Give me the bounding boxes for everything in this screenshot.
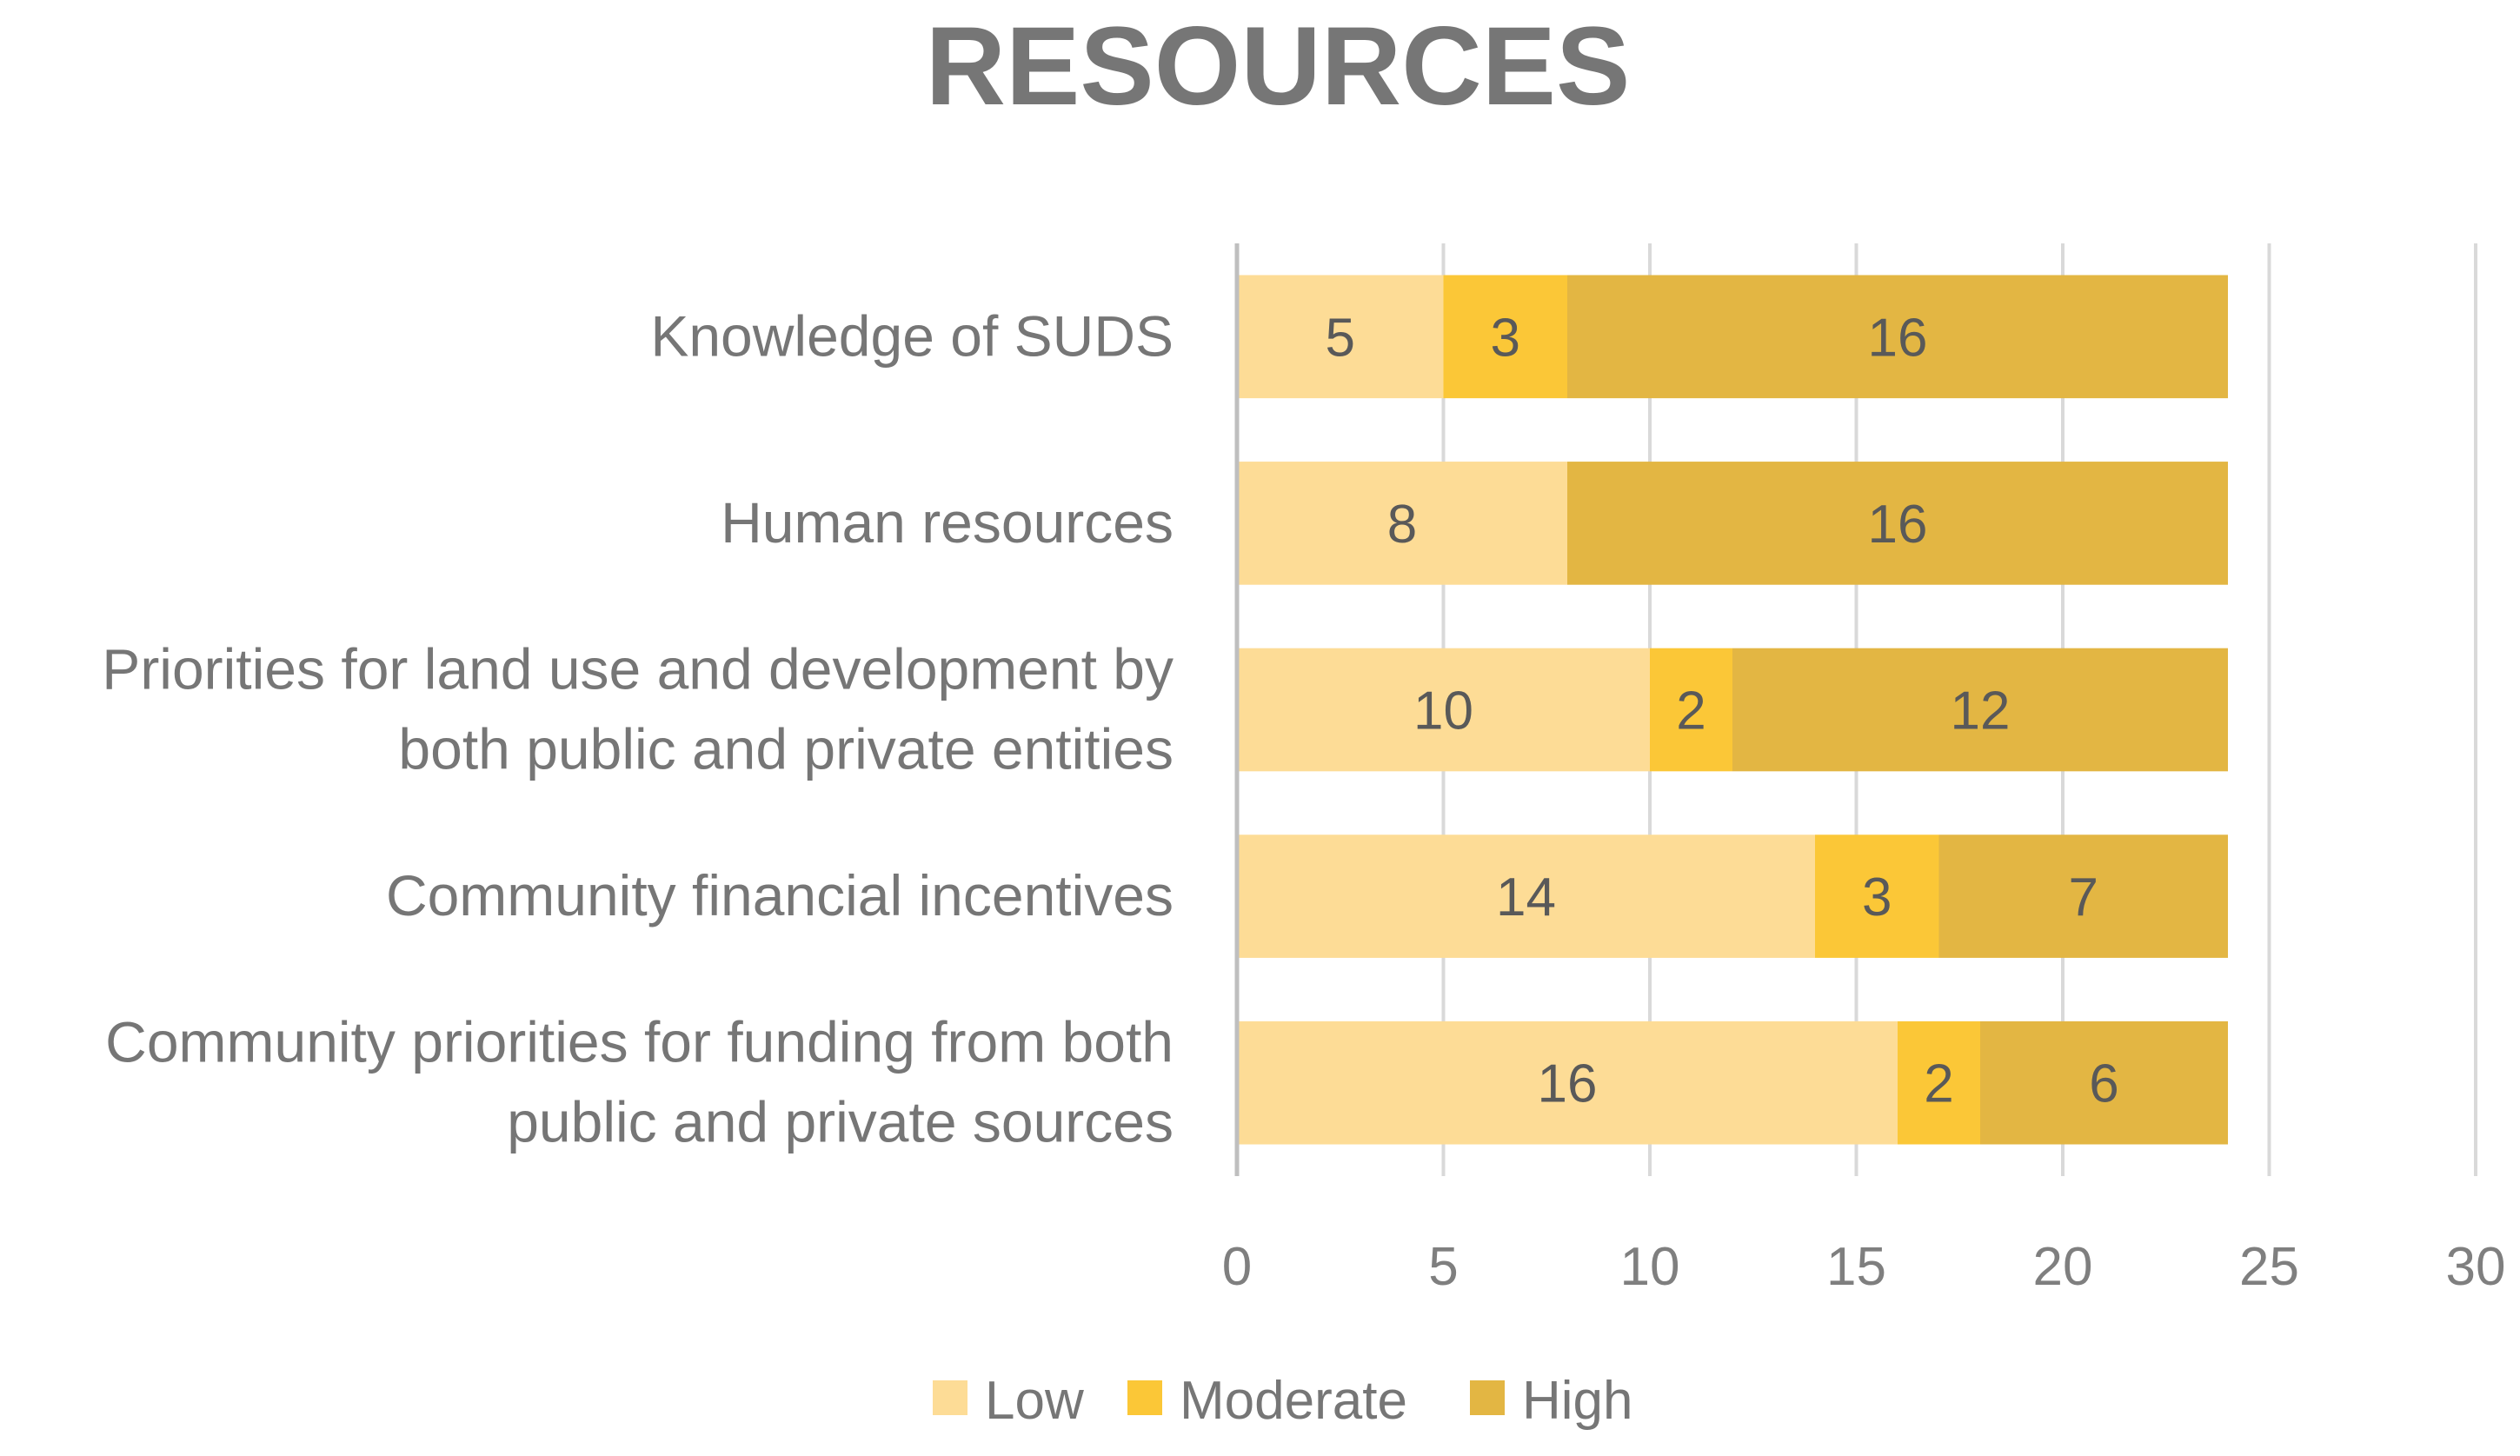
legend-label: High <box>1522 1371 1633 1431</box>
bar-segment-high <box>1732 648 2228 772</box>
category-label: Community priorities for funding from bo… <box>105 1010 1174 1154</box>
legend: Low Moderate High <box>933 1371 1633 1431</box>
bar-segment-low <box>1237 834 1815 958</box>
data-label: 3 <box>1862 868 1892 927</box>
bar-segment-high <box>1567 275 2228 399</box>
bar-segment-moderate <box>1898 1021 1980 1145</box>
data-label: 3 <box>1491 308 1520 368</box>
bar-segment-low <box>1237 1021 1898 1145</box>
data-label: 14 <box>1496 868 1556 927</box>
x-tick-label: 30 <box>2446 1237 2506 1297</box>
category-label-line: public and private sources <box>507 1090 1174 1154</box>
category-labels: Knowledge of SUDS Human resources Prioriti… <box>102 303 1174 1153</box>
data-labels: 5 3 16 8 16 10 2 12 14 3 7 16 2 6 <box>1326 308 2119 1114</box>
x-tick-label: 20 <box>2033 1237 2093 1297</box>
category-label: Priorities for land use and development … <box>102 637 1174 781</box>
category-label-line: Community financial incentives <box>386 863 1174 927</box>
category-label: Human resources <box>721 490 1174 555</box>
data-label: 6 <box>2089 1054 2118 1114</box>
data-label: 16 <box>1868 495 1928 555</box>
category-label-line: Priorities for land use and development … <box>102 637 1174 701</box>
category-label: Community financial incentives <box>386 863 1174 927</box>
legend-label: Low <box>985 1371 1084 1431</box>
data-label: 5 <box>1326 308 1355 368</box>
category-label: Knowledge of SUDS <box>650 303 1174 368</box>
x-tick-label: 5 <box>1428 1237 1458 1297</box>
x-axis-tick-labels: 0 5 10 15 20 25 30 <box>1222 1237 2506 1297</box>
x-tick-label: 25 <box>2239 1237 2299 1297</box>
data-label: 7 <box>2069 868 2098 927</box>
x-tick-label: 15 <box>1826 1237 1886 1297</box>
category-label-line: Human resources <box>721 490 1174 555</box>
data-label: 16 <box>1868 308 1928 368</box>
bar-segment-low <box>1237 648 1650 772</box>
x-tick-label: 0 <box>1222 1237 1252 1297</box>
data-label: 16 <box>1538 1054 1598 1114</box>
data-label: 8 <box>1387 495 1417 555</box>
bar-segment-high <box>1980 1021 2228 1145</box>
category-label-line: both public and private entities <box>398 717 1174 781</box>
legend-swatch-moderate <box>1127 1380 1162 1415</box>
bars <box>1237 275 2228 1145</box>
bar-segment-moderate <box>1443 275 1567 399</box>
category-label-line: Knowledge of SUDS <box>650 303 1174 368</box>
data-label: 2 <box>1924 1054 1953 1114</box>
data-label: 10 <box>1413 681 1473 741</box>
bar-segment-high <box>1938 834 2228 958</box>
legend-label: Moderate <box>1180 1371 1407 1431</box>
legend-swatch-high <box>1470 1380 1505 1415</box>
bar-segment-moderate <box>1650 648 1732 772</box>
x-tick-label: 10 <box>1620 1237 1680 1297</box>
data-label: 12 <box>1951 681 2011 741</box>
chart-title: RESOURCES <box>926 4 1631 129</box>
bar-segment-low <box>1237 275 1444 399</box>
bar-segment-high <box>1567 462 2228 585</box>
bar-segment-low <box>1237 462 1567 585</box>
category-label-line: Community priorities for funding from bo… <box>105 1010 1174 1074</box>
legend-swatch-low <box>933 1380 967 1415</box>
bar-segment-moderate <box>1815 834 1939 958</box>
data-label: 2 <box>1676 681 1705 741</box>
